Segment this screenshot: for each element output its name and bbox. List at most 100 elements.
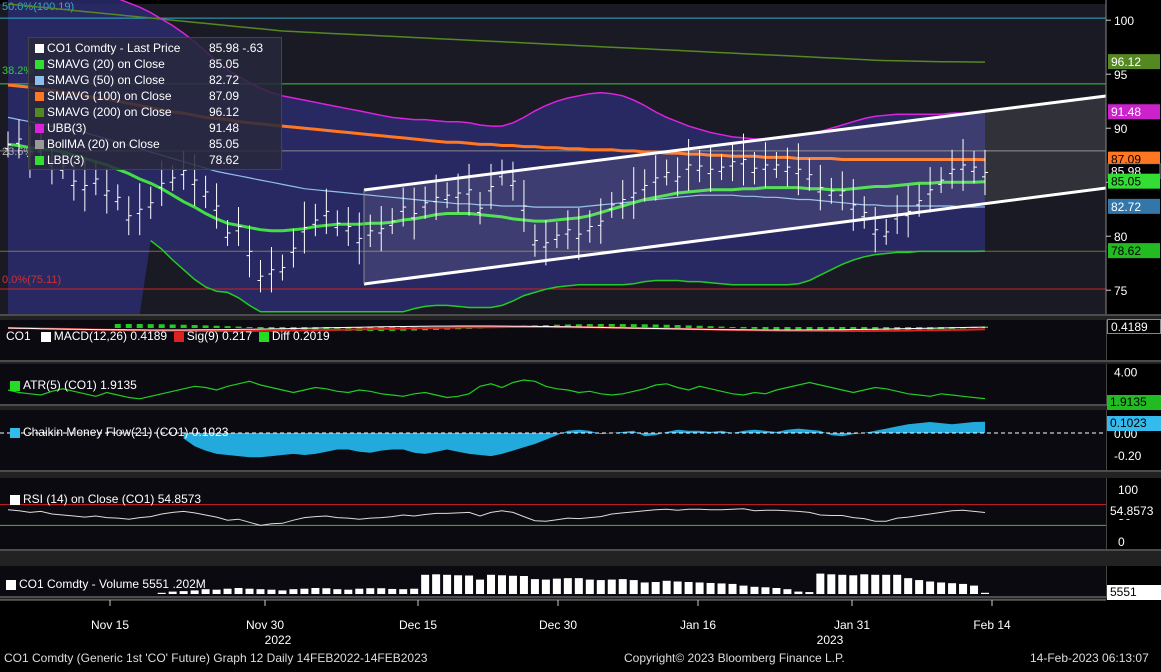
volume-bar <box>849 575 858 594</box>
legend-value: 82.72 <box>209 73 240 87</box>
legend-swatch <box>35 124 44 134</box>
volume-bar <box>607 579 616 594</box>
macd-histogram-bar <box>125 324 132 328</box>
rsi-panel-bg <box>0 478 1106 549</box>
volume-bar <box>443 574 452 594</box>
price-axis-tag-label: 85.05 <box>1111 175 1141 189</box>
volume-bar <box>388 588 397 594</box>
volume-bar <box>311 588 320 594</box>
legend-swatch <box>35 92 44 102</box>
macd-histogram-bar <box>619 324 626 328</box>
price-axis-tag <box>1108 173 1160 189</box>
macd-histogram-bar <box>158 324 165 328</box>
volume-bar <box>410 588 419 594</box>
footer-right: 14-Feb-2023 06:13:07 <box>1030 651 1149 665</box>
x-tick-label: Jan 16 <box>680 618 716 632</box>
macd-histogram-bar <box>674 325 681 328</box>
volume-bar <box>234 588 243 594</box>
volume-bar <box>926 581 935 594</box>
sig-value: 0.217 <box>222 329 253 343</box>
macd-histogram-bar <box>740 327 747 329</box>
atr-axis-tag: 1.9135 <box>1107 395 1161 410</box>
volume-bar <box>618 579 627 594</box>
fib-label-1: 38.2% <box>2 65 33 77</box>
macd-histogram-bar <box>751 327 758 329</box>
legend-swatch <box>35 76 44 86</box>
trend-channel-fill <box>364 96 1106 284</box>
legend-value: 85.05 <box>209 57 240 71</box>
volume-bar <box>948 583 957 594</box>
volume-swatch <box>6 579 16 590</box>
volume-bar <box>223 588 232 594</box>
price-axis-tag-label: 82.72 <box>1111 200 1141 214</box>
macd-histogram-bar <box>180 324 187 328</box>
macd-axis-tag: 0.4189 <box>1107 319 1161 334</box>
volume-bar <box>179 591 188 594</box>
legend-swatch <box>35 140 44 150</box>
volume-bar <box>157 592 166 594</box>
macd-histogram-bar <box>817 327 824 331</box>
price-tick-label: 75 <box>1114 284 1128 298</box>
volume-bar <box>333 589 342 594</box>
rsi-axis-tag: 54.8573 <box>1107 504 1161 519</box>
legend-label: CO1 Comdty - Last Price <box>47 41 181 55</box>
legend-swatch <box>35 44 44 54</box>
legend-label: UBB(3) <box>47 121 87 135</box>
sma200-line <box>7 3 986 63</box>
lower-bollinger-line <box>150 240 986 313</box>
volume-bar <box>772 588 781 594</box>
macd-value: 0.4189 <box>130 329 168 343</box>
volume-bar <box>651 582 660 594</box>
volume-bar <box>355 588 364 594</box>
volume-bar <box>322 588 331 594</box>
price-axis-tag-label: 78.62 <box>1111 244 1141 258</box>
macd-line <box>7 325 986 331</box>
legend-row: SMAVG (200) on Close 96.12 <box>35 105 239 120</box>
volume-bar <box>300 588 309 594</box>
volume-bar <box>827 574 836 594</box>
cmf-label: Chaikin Money Flow(21) (CO1) 0.1023 <box>10 425 228 439</box>
macd-histogram-bar <box>191 325 198 328</box>
footer-left: CO1 Comdty (Generic 1st 'CO' Future) Gra… <box>4 651 428 665</box>
macd-signal-line <box>7 326 986 332</box>
cmf-panel-bg <box>0 410 1106 470</box>
volume-bar <box>497 575 506 594</box>
volume-bar <box>981 592 989 594</box>
x-tick-label: Nov 30 <box>246 618 284 632</box>
sma20-line <box>7 142 986 233</box>
x-tick-label: Nov 15 <box>91 618 129 632</box>
macd-histogram-bar <box>147 324 154 328</box>
cmf-area <box>183 421 986 458</box>
volume-bar <box>893 574 902 594</box>
price-axis-tag <box>1108 54 1160 70</box>
volume-bar <box>432 574 441 594</box>
volume-bar <box>871 574 880 594</box>
volume-bar <box>882 574 891 594</box>
legend-row: BollMA (20) on Close 85.05 <box>35 137 239 152</box>
panel-separator <box>0 596 1161 600</box>
volume-bar <box>838 574 847 594</box>
panel-separator <box>0 404 1161 410</box>
diff-name: Diff <box>271 329 290 343</box>
price-legend: CO1 Comdty - Last Price 85.98 -.63 SMAVG (… <box>28 37 282 170</box>
legend-swatch <box>35 108 44 118</box>
diff-value: 0.2019 <box>292 329 330 343</box>
sig-swatch <box>173 331 184 342</box>
macd-histogram-bar <box>685 325 692 328</box>
x-tick-label: Feb 14 <box>973 618 1011 632</box>
volume-bar <box>377 588 386 594</box>
volume-bar <box>860 574 869 594</box>
macd-histogram-bar <box>312 327 319 331</box>
volume-bar <box>190 590 199 594</box>
macd-histogram-bar <box>608 324 615 328</box>
volume-bar <box>805 592 814 594</box>
cmf-swatch <box>10 427 20 438</box>
macd-histogram-bar <box>839 327 846 331</box>
legend-row: SMAVG (50) on Close 82.72 <box>35 73 239 88</box>
sig-name: Sig(9) <box>186 329 219 343</box>
volume-bar <box>212 589 221 594</box>
volume-bar <box>421 574 430 594</box>
macd-histogram-bar <box>323 327 330 331</box>
